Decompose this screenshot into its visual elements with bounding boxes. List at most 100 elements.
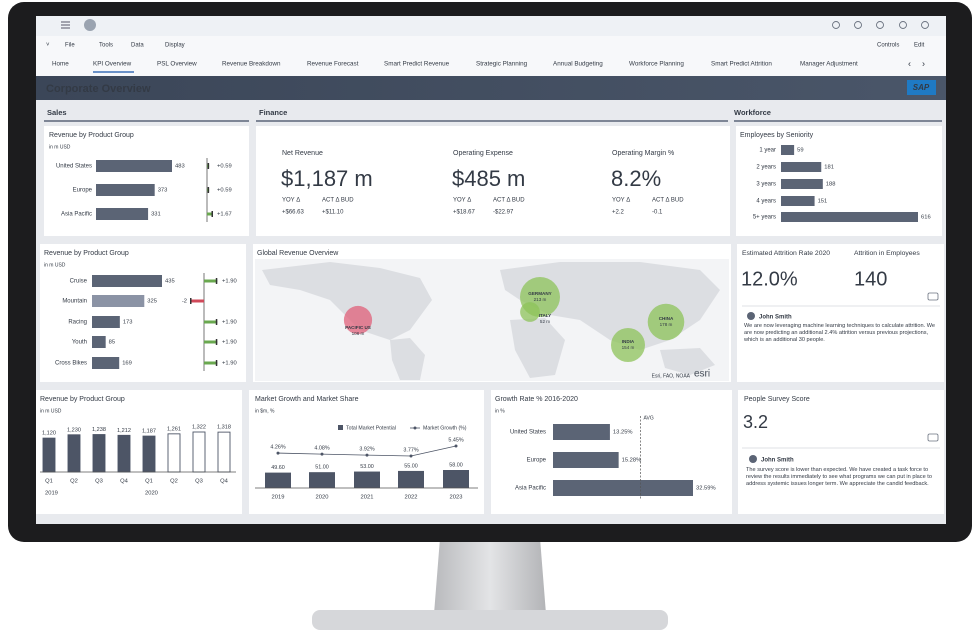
bar — [92, 275, 162, 287]
variance-cap — [215, 319, 218, 325]
data-label: 331 — [151, 212, 161, 218]
menu-item[interactable]: File — [65, 43, 75, 49]
bar — [67, 434, 81, 473]
delta-value: -0.1 — [652, 210, 663, 216]
search-icon[interactable] — [832, 21, 840, 29]
chart-title: Revenue by Product Group — [49, 132, 134, 139]
kpi-value: $1,187 m — [281, 166, 373, 191]
chart-subtitle: in m USD — [40, 408, 62, 414]
bubble-label: 213 m — [534, 297, 547, 302]
bar — [781, 212, 918, 222]
tab[interactable]: Annual Budgeting — [553, 61, 603, 68]
tab[interactable]: Manager Adjustment — [800, 61, 858, 68]
avatar[interactable] — [84, 19, 96, 31]
bar — [781, 145, 795, 155]
data-label: 616 — [921, 215, 931, 221]
menu-caret[interactable]: ˅ — [46, 43, 50, 49]
line-point — [276, 451, 280, 455]
card — [256, 126, 730, 236]
variance-label: +1.90 — [222, 340, 237, 346]
chat-icon[interactable] — [899, 21, 907, 29]
menu-item[interactable]: Display — [165, 43, 185, 49]
menu-action[interactable]: Edit — [914, 43, 925, 49]
tab-next[interactable]: › — [922, 58, 925, 68]
tab[interactable]: Smart Predict Revenue — [384, 61, 450, 68]
tab[interactable]: Strategic Planning — [476, 61, 528, 68]
x-tick-label: Q4 — [220, 479, 229, 485]
bar — [781, 179, 823, 189]
x-tick-label: Q1 — [145, 479, 153, 485]
logo: SAP — [913, 83, 930, 92]
data-label: 1,318 — [217, 425, 231, 431]
chart-title: Market Growth and Market Share — [255, 396, 359, 403]
variance-cap — [207, 163, 210, 169]
data-label: 325 — [147, 299, 157, 305]
x-tick-label: Q2 — [70, 479, 78, 485]
category-label: 1 year — [759, 148, 776, 154]
kpi-value: 3.2 — [743, 412, 768, 432]
category-label: Racing — [68, 320, 87, 326]
shell-bar — [36, 16, 946, 36]
x-tick-label: Q1 — [45, 479, 53, 485]
help-icon[interactable] — [921, 21, 929, 29]
delta-value: +$11.10 — [322, 210, 344, 216]
category-label: 2 years — [756, 165, 776, 171]
kpi-label: Operating Expense — [453, 150, 513, 157]
tab[interactable]: Workforce Planning — [629, 61, 684, 68]
chart-subtitle: in m USD — [49, 144, 71, 150]
data-label: 1,230 — [67, 427, 81, 433]
idea-icon[interactable] — [854, 21, 862, 29]
comment-author: John Smith — [759, 315, 792, 321]
card — [40, 244, 246, 382]
tab[interactable]: Revenue Breakdown — [222, 61, 281, 68]
bar — [309, 472, 335, 488]
variance-bar — [207, 212, 213, 216]
x-tick-label: Q3 — [195, 479, 203, 485]
tab[interactable]: Smart Predict Attrition — [711, 61, 772, 68]
bar — [553, 452, 619, 468]
shell-icons — [832, 21, 929, 29]
hamburger[interactable] — [61, 21, 70, 29]
logo-box — [907, 80, 936, 95]
tab-prev[interactable]: ‹ — [908, 58, 911, 68]
tab[interactable]: PSL Overview — [157, 61, 197, 68]
tab[interactable]: Home — [52, 61, 69, 68]
variance-label: +0.59 — [217, 164, 232, 170]
tab[interactable]: KPI Overview — [93, 61, 132, 68]
data-label: 1,238 — [92, 427, 106, 433]
notify-icon[interactable] — [876, 21, 884, 29]
menu-action[interactable]: Controls — [877, 43, 899, 49]
comment-author: John Smith — [761, 458, 794, 464]
line-point — [409, 454, 413, 458]
delta-label: ACT Δ BUD — [322, 198, 354, 204]
bar — [781, 196, 815, 206]
data-label: 3.77% — [403, 447, 418, 453]
menu-item[interactable]: Tools — [99, 43, 113, 49]
category-label: Europe — [73, 188, 93, 194]
delta-value: +$66.63 — [282, 210, 305, 216]
data-label: 169 — [122, 361, 132, 367]
bar — [265, 472, 291, 488]
line-point — [365, 453, 369, 457]
bar — [781, 162, 822, 172]
delta-value: -$22.97 — [493, 210, 514, 216]
comment-icon[interactable] — [927, 292, 939, 301]
delta-label: YOY Δ — [282, 198, 300, 204]
category-label: 5+ years — [753, 215, 776, 221]
title-bar — [36, 76, 946, 100]
bar — [167, 433, 181, 473]
category-label: Mountain — [62, 299, 87, 305]
comment-icon[interactable] — [927, 433, 939, 442]
menu-item[interactable]: Data — [131, 43, 144, 49]
category-label: United States — [56, 164, 92, 170]
card — [737, 244, 944, 382]
x-tick-label: Q3 — [95, 479, 103, 485]
data-label: 53.00 — [360, 464, 374, 470]
data-label: 435 — [165, 279, 175, 285]
x-tick-label: 2023 — [450, 495, 463, 501]
card — [249, 390, 484, 514]
variance-label: +1.90 — [222, 320, 237, 326]
tab[interactable]: Revenue Forecast — [307, 61, 359, 68]
category-label: Asia Pacific — [515, 486, 546, 492]
x-tick-label: 2019 — [272, 495, 285, 501]
